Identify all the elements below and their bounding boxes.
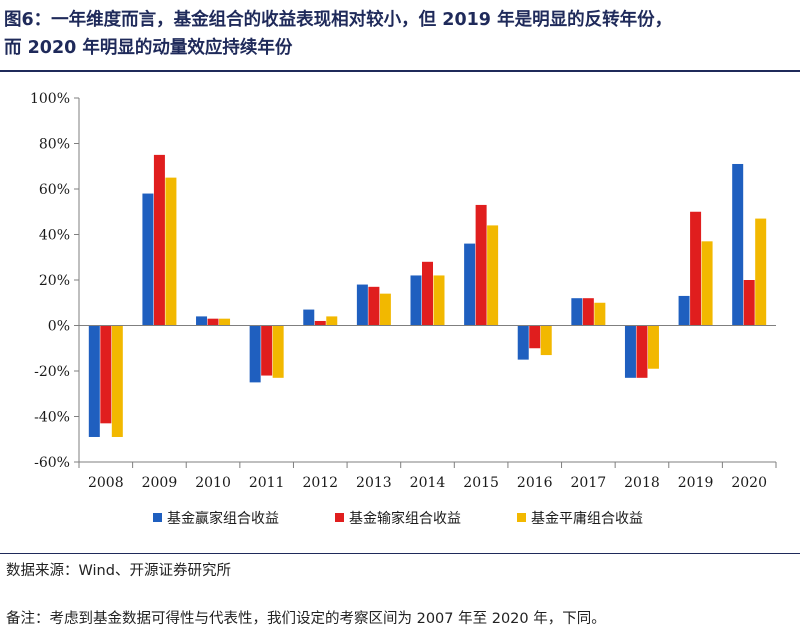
footnote: 备注：考虑到基金数据可得性与代表性，我们设定的考察区间为 2007 年至 202… (6, 611, 606, 627)
bar-2018-series-3 (647, 325, 659, 369)
y-tick-label: 80% (39, 137, 70, 153)
bar-2009-series-1 (142, 193, 154, 326)
legend: 基金赢家组合收益 基金输家组合收益 基金平庸组合收益 (153, 510, 643, 527)
x-tick-label: 2010 (195, 475, 231, 491)
bar-2013-series-2 (368, 286, 380, 326)
legend-label-1: 基金赢家组合收益 (167, 510, 279, 527)
figure-title-line-2: 而 2020 年明显的动量效应持续年份 (4, 38, 293, 58)
x-tick-label: 2009 (142, 475, 178, 491)
bar-2020-series-2 (743, 280, 755, 326)
bar-2010-series-3 (219, 318, 231, 326)
x-tick-label: 2011 (249, 475, 285, 491)
bar-2017-series-2 (582, 298, 594, 326)
bar-2014-series-2 (422, 261, 433, 326)
x-tick-label: 2015 (463, 475, 499, 491)
bar-2016-series-2 (529, 325, 541, 349)
y-tick-label: 40% (39, 228, 70, 244)
legend-label-3: 基金平庸组合收益 (531, 510, 643, 527)
bar-2017-series-1 (571, 298, 583, 326)
data-source: 数据来源：Wind、开源证券研究所 (6, 563, 231, 579)
legend-swatch-1 (153, 513, 162, 522)
x-tick-label: 2013 (356, 475, 392, 491)
legend-swatch-2 (335, 513, 344, 522)
bar-2015-series-3 (487, 225, 499, 326)
bar-2008-series-2 (100, 325, 112, 424)
bar-2019-series-3 (701, 241, 713, 326)
bar-2019-series-1 (678, 295, 690, 326)
bar-2012-series-2 (314, 320, 326, 326)
bar-2012-series-3 (326, 316, 338, 326)
bar-2009-series-2 (153, 154, 165, 326)
footer-divider (0, 553, 800, 554)
y-tick-label: 60% (39, 182, 70, 198)
bar-2018-series-1 (624, 325, 636, 378)
bar-2014-series-1 (410, 275, 422, 326)
x-tick-label: 2020 (731, 475, 767, 491)
bar-2016-series-3 (540, 325, 552, 356)
x-tick-label: 2012 (302, 475, 338, 491)
y-axis: -60% -40% -20% 0% 20% 40% 60% 80% 100% (30, 91, 80, 471)
bar-2015-series-1 (464, 243, 476, 326)
x-tick-label: 2014 (410, 475, 446, 491)
y-tick-label: 20% (39, 273, 70, 289)
bar-2020-series-1 (732, 163, 744, 326)
x-tick-label: 2017 (571, 475, 607, 491)
bar-2017-series-3 (594, 302, 606, 326)
bar-2010-series-1 (196, 316, 208, 326)
figure-title: 图6：一年维度而言，基金组合的收益表现相对较小，但 2019 年是明显的反转年份… (4, 6, 796, 62)
y-tick-label: 100% (30, 91, 70, 107)
y-tick-label: -40% (34, 410, 70, 426)
legend-swatch-3 (517, 513, 526, 522)
bar-2011-series-2 (261, 325, 273, 376)
bar-2011-series-3 (272, 325, 284, 378)
bar-2016-series-1 (517, 325, 529, 360)
bar-2014-series-3 (433, 275, 445, 326)
y-tick-label: -60% (34, 455, 70, 471)
bar-2020-series-3 (755, 218, 767, 326)
legend-label-2: 基金输家组合收益 (349, 510, 461, 527)
bar-2008-series-1 (88, 325, 100, 437)
x-axis: 2008 2009 2010 2011 2012 2013 2014 2015 2016 2017… (78, 325, 777, 491)
bar-2010-series-2 (207, 318, 219, 326)
bar-2013-series-3 (379, 293, 391, 326)
bar-2008-series-3 (111, 325, 123, 437)
bar-2015-series-2 (475, 204, 487, 326)
bar-2019-series-2 (690, 211, 702, 326)
bar-2011-series-1 (249, 325, 261, 383)
bar-series-group (88, 154, 767, 437)
bar-2009-series-3 (165, 177, 177, 326)
title-divider (0, 70, 800, 72)
bar-2018-series-2 (636, 325, 648, 378)
bar-chart: -60%-40%-20%0%20%40%60%80%100% 2008 2009 2… (30, 91, 777, 527)
bar-2013-series-1 (356, 284, 368, 326)
x-tick-label: 2018 (624, 475, 660, 491)
y-tick-label: -20% (34, 364, 70, 380)
y-tick-label: 0% (48, 319, 70, 335)
bar-2012-series-1 (303, 309, 315, 326)
figure-title-line-1: 图6：一年维度而言，基金组合的收益表现相对较小，但 2019 年是明显的反转年份… (4, 10, 673, 30)
x-tick-label: 2019 (678, 475, 714, 491)
x-tick-label: 2008 (88, 475, 124, 491)
x-tick-label: 2016 (517, 475, 553, 491)
